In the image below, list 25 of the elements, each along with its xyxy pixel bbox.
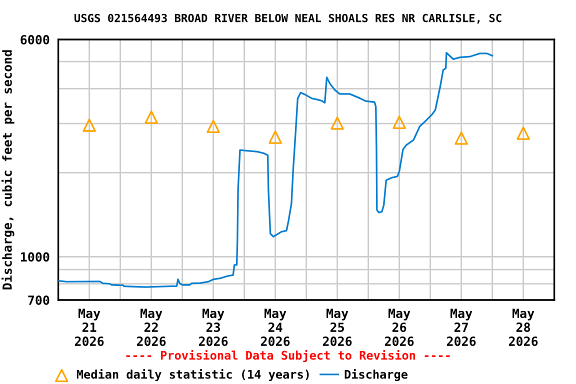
line-series xyxy=(58,52,494,288)
chart-title: USGS 021564493 BROAD RIVER BELOW NEAL SHOALS RES NR CARLISLE, SC xyxy=(74,14,502,24)
x-tick-label: May 23 2026 xyxy=(198,308,228,346)
point xyxy=(144,110,158,124)
x-tick-label: May 28 2026 xyxy=(508,308,538,346)
point xyxy=(454,131,468,145)
legend-label: Median daily statistic (14 years) xyxy=(76,369,309,382)
x-tick-label: May 24 2026 xyxy=(260,308,290,346)
text: ---- Provisional Data Subject to Revision ---- xyxy=(126,350,450,362)
y-tick-label: 1000 xyxy=(21,252,50,262)
x-tick-label: May 22 2026 xyxy=(136,308,166,346)
point xyxy=(392,116,406,129)
point xyxy=(82,118,96,132)
y-axis-title: Discharge, cubic feet per second xyxy=(2,50,14,290)
point xyxy=(330,116,344,130)
point xyxy=(268,130,282,144)
point xyxy=(516,126,530,140)
x-tick-label: May 27 2026 xyxy=(446,308,476,346)
legend-label: Discharge xyxy=(344,369,408,382)
x-tick-label: May 25 2026 xyxy=(322,308,352,346)
x-tick-label: May 26 2026 xyxy=(384,308,414,346)
point xyxy=(206,120,220,134)
y-tick-label: 6000 xyxy=(20,34,50,44)
x-tick-label: May 21 2026 xyxy=(74,308,104,346)
y-tick-label: 700 xyxy=(28,295,50,305)
